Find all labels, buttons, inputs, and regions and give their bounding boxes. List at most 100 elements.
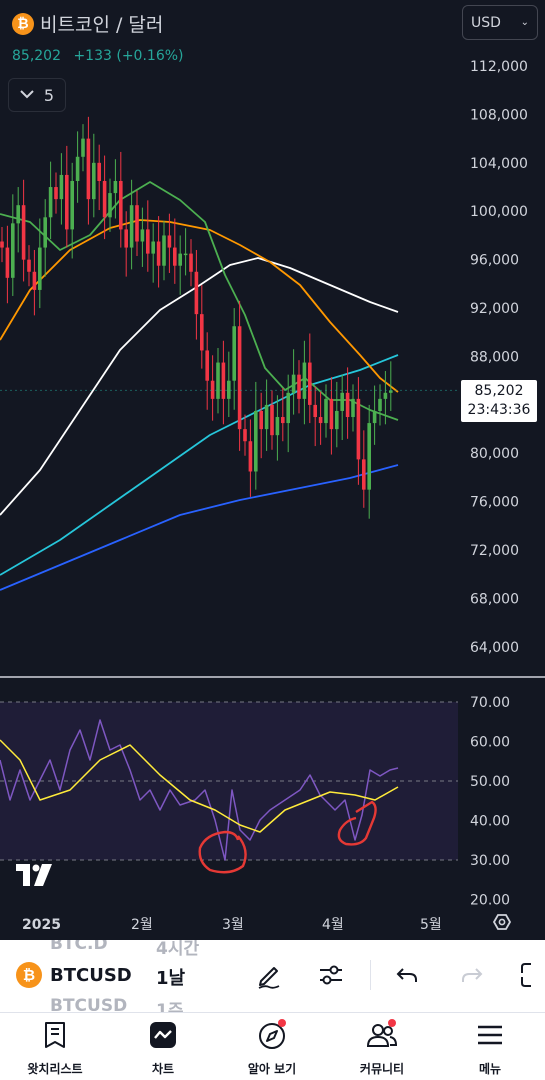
candle-body [329,398,334,430]
candle-body [81,138,85,157]
candle-body [275,417,280,436]
indicators-toggle-button[interactable]: 5 [8,78,66,112]
candle-body [156,241,161,266]
candle-body [254,410,258,472]
undo-button[interactable] [390,958,424,992]
fullscreen-icon [521,963,531,987]
redo-button[interactable] [455,958,489,992]
candle-body [48,187,53,218]
candle-body [308,362,312,405]
menu-icon [474,1019,506,1051]
annotation-circle [198,830,247,874]
candle-body [200,314,204,351]
candle-body [86,138,91,200]
candle-body [291,374,296,393]
price-summary: 85,202 +133 (+0.16%) [12,48,183,64]
candle-body [0,241,4,248]
notification-dot [388,1019,396,1027]
price-axis-label: 68,000 [470,591,519,607]
chart-area[interactable]: 112,000 108,000 104,000 100,000 96,000 92,000… [0,0,545,940]
chart-toolbar: BTC.D 4시간 BTCUSD 1주 ₿ BTCUSD 1날 [0,940,545,1012]
price-axis-label: 100,000 [470,204,528,220]
gear-icon [492,914,512,930]
candle-body [38,247,42,290]
candle-body [65,174,69,230]
nav-explore[interactable]: 알아 보기 [222,1019,322,1077]
rsi-axis-label: 30.00 [470,853,510,869]
candle-body [70,180,74,230]
candle-body [345,392,350,418]
candle-body [173,247,177,266]
candle-body [21,205,26,260]
candle-body [151,241,155,254]
nav-label: 차트 [151,1062,175,1076]
candle-body [216,362,220,399]
candle-body [210,380,215,399]
candle-body [248,441,253,472]
candle-body [367,423,371,490]
tradingview-logo[interactable] [16,864,56,890]
nav-label: 왓치리스트 [27,1062,83,1076]
price-axis-label: 80,000 [470,446,519,462]
interval-picker[interactable]: 1날 [156,968,186,989]
last-price-tag: 85,202 23:43:36 [461,380,537,422]
chart-canvas[interactable]: 112,000 108,000 104,000 100,000 96,000 92,000… [0,0,545,940]
candle-body [167,235,172,248]
rsi-axis-label: 40.00 [470,814,510,830]
rsi-ma-line [0,739,399,833]
candle-body [102,180,107,218]
symbol-picker[interactable]: ₿ BTCUSD [16,962,132,988]
price-axis-label: 112,000 [470,59,528,75]
candle-body [113,180,118,194]
ma-cyan-line [0,354,399,576]
nav-chart[interactable]: 차트 [113,1019,213,1077]
time-axis-label: 2월 [131,917,153,933]
candle-body [237,326,242,430]
nav-menu[interactable]: 메뉴 [440,1019,540,1077]
price-axis-label: 64,000 [470,640,519,656]
nav-label: 커뮤니티 [359,1062,405,1076]
ghost-interval-above: 4시간 [156,940,200,959]
pencil-icon [258,967,280,989]
candle-body [43,217,47,248]
candle-body [178,253,182,266]
community-icon [366,1019,398,1051]
nav-watchlist[interactable]: 왓치리스트 [5,1019,105,1077]
chart-settings-button[interactable] [314,958,348,992]
candle-body [5,247,10,278]
currency-select[interactable]: USD ⌄ [462,5,538,40]
rsi-axis-label: 50.00 [470,774,510,790]
candle-body [108,193,112,218]
symbol-name: BTCUSD [50,964,132,986]
rsi-axis-label: 20.00 [470,893,510,909]
candle-body [54,187,58,200]
rsi-band [0,702,458,860]
rsi-axis-label: 60.00 [470,735,510,751]
toolbar-divider [370,960,371,990]
candle-body [32,271,37,290]
price-axis-label: 92,000 [470,301,519,317]
candle-body [318,417,323,424]
price-axis-label: 72,000 [470,543,519,559]
price-axis-label: 88,000 [470,349,519,365]
time-axis-label: 3월 [222,917,244,933]
chevron-down-icon [20,88,34,102]
candle-body [340,392,344,411]
price-axis-label: 104,000 [470,156,528,172]
candle-body [16,205,20,224]
candle-body [270,404,274,436]
bottom-navigation: 왓치리스트 차트 알아 보기 [0,1012,545,1080]
time-axis-label: 4월 [322,917,344,933]
fullscreen-button[interactable] [516,958,545,992]
ghost-symbol-above: BTC.D [50,940,108,954]
ghost-interval-below: 1주 [156,1001,184,1012]
nav-label: 알아 보기 [247,1062,297,1076]
candle-body [372,410,377,424]
drawing-tools-button[interactable] [252,958,286,992]
price-change: +133 (+0.16%) [73,48,184,64]
rsi-axis-label: 70.00 [470,695,510,711]
candle-body [264,404,269,430]
nav-community[interactable]: 커뮤니티 [332,1019,432,1077]
ma-white-line [0,257,399,516]
candle-body [194,271,199,315]
